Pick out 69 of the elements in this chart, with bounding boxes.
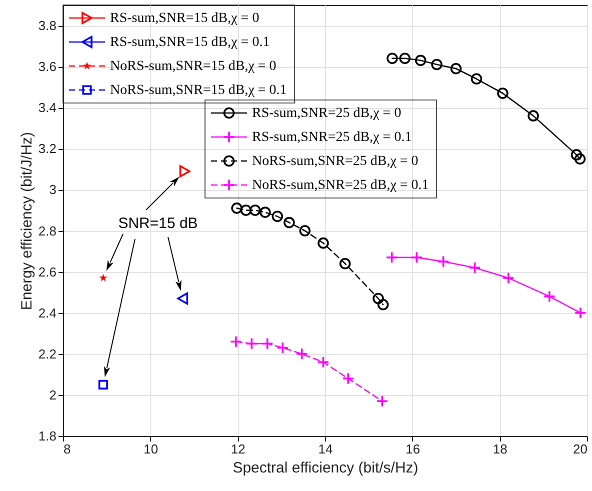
- y-tick-label: 3.4: [38, 100, 56, 116]
- point: [386, 52, 398, 64]
- legend-label: NoRS-sum,SNR=25 dB,χ = 0: [252, 154, 418, 169]
- point: [179, 165, 190, 178]
- point: [386, 251, 398, 264]
- legend-label: RS-sum,SNR=15 dB,χ = 0.1: [110, 35, 270, 50]
- point: [574, 306, 587, 319]
- point: [272, 210, 284, 222]
- point: [376, 394, 388, 408]
- point: [470, 73, 482, 85]
- x-tick-label: 16: [406, 442, 420, 456]
- y-tick-label: 2.2: [38, 346, 56, 362]
- point: [240, 204, 252, 216]
- legend-label: RS-sum,SNR=15 dB,χ = 0: [110, 11, 260, 26]
- x-tick-label: 20: [573, 442, 588, 456]
- point: [437, 255, 450, 268]
- y-tick-label: 3.2: [38, 141, 56, 156]
- point: [372, 292, 384, 304]
- point: [231, 202, 242, 214]
- point: [570, 149, 582, 160]
- point: [98, 380, 108, 390]
- x-tick-label: 8: [64, 442, 71, 456]
- point: [450, 62, 462, 74]
- point: [99, 274, 108, 282]
- x-tick-label: 14: [318, 442, 333, 456]
- point: [177, 292, 188, 305]
- point: [284, 216, 295, 228]
- point: [296, 348, 308, 360]
- point: [543, 290, 556, 303]
- point: [230, 335, 242, 348]
- point: [410, 251, 423, 264]
- point: [245, 338, 258, 350]
- point: [299, 225, 311, 236]
- y-tick-label: 2.8: [38, 223, 56, 238]
- y-tick-label: 2.4: [38, 305, 56, 320]
- point: [342, 372, 354, 385]
- y-tick-label: 3.6: [38, 59, 56, 74]
- annotation: SNR=15 dB: [118, 215, 198, 232]
- x-tick-label: 18: [492, 442, 508, 456]
- y-axis-title: Energy efficiency (bit/J/Hz): [18, 132, 36, 310]
- point: [377, 299, 389, 310]
- x-tick-label: 12: [230, 442, 246, 456]
- point: [249, 204, 261, 216]
- x-axis-title: Spectral efficiency (bit/s/Hz): [232, 460, 418, 476]
- y-tick-label: 1.8: [38, 428, 56, 444]
- point: [318, 237, 329, 249]
- y-tick-label: 3: [49, 182, 56, 198]
- point: [528, 110, 539, 122]
- point: [497, 88, 508, 99]
- x-tick-label: 10: [144, 442, 158, 456]
- legend-label: RS-sum,SNR=25 dB,χ = 0: [252, 106, 402, 121]
- point: [502, 272, 515, 284]
- legend-label: NoRS-sum,SNR=15 dB,χ = 0.1: [110, 83, 287, 98]
- y-tick-label: 2: [49, 387, 56, 402]
- point: [414, 54, 426, 66]
- legend-label: RS-sum,SNR=25 dB,χ = 0.1: [252, 130, 412, 145]
- point: [574, 153, 586, 165]
- point: [339, 258, 351, 270]
- legend-label: NoRS-sum,SNR=25 dB,χ = 0.1: [252, 178, 429, 193]
- y-tick-label: 3.8: [38, 18, 56, 34]
- point: [399, 52, 411, 64]
- point: [276, 342, 289, 354]
- point: [431, 58, 442, 70]
- legend-label: NoRS-sum,SNR=15 dB,χ = 0: [110, 59, 276, 74]
- y-tick-label: 2.6: [38, 264, 56, 280]
- point: [260, 206, 271, 218]
- point: [468, 262, 481, 274]
- point: [317, 356, 330, 368]
- point: [261, 338, 274, 350]
